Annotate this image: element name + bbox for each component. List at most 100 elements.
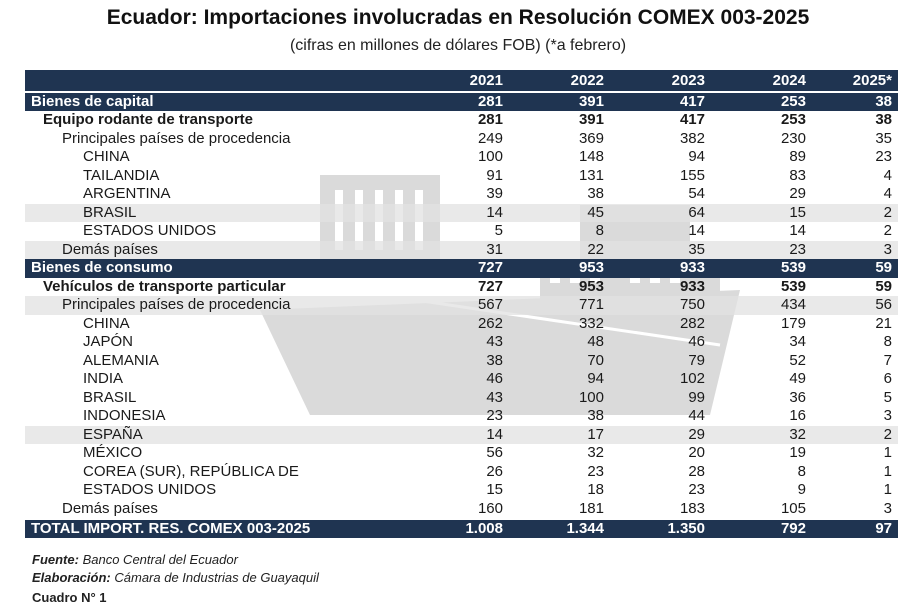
value-cell: 23 bbox=[875, 148, 892, 166]
value-cell: 20 bbox=[688, 444, 705, 462]
value-cell: 14 bbox=[408, 425, 509, 444]
value-cell: 17 bbox=[509, 425, 610, 444]
table-row: Principales países de procedencia 249 369 3… bbox=[25, 130, 898, 149]
header-label-cell bbox=[25, 70, 408, 93]
value-cell: 64 bbox=[610, 203, 711, 222]
value-cell: 105 bbox=[780, 499, 806, 517]
value-cell: 38 bbox=[587, 185, 604, 203]
value-cell: 100 bbox=[477, 148, 503, 166]
table-row: MÉXICO 56 32 20 19 1 bbox=[25, 444, 898, 463]
value-cell: 179 bbox=[780, 314, 806, 332]
value-cell: 99 bbox=[688, 388, 705, 406]
value-cell: 249 bbox=[477, 129, 503, 147]
value-cell: 38 bbox=[875, 111, 892, 129]
footnotes: Fuente: Banco Central del Ecuador Elabor… bbox=[32, 551, 319, 607]
row-label: ESPAÑA bbox=[25, 425, 408, 444]
value-cell: 391 bbox=[578, 111, 604, 129]
row-label: Bienes de consumo bbox=[25, 259, 408, 278]
row-label: ESTADOS UNIDOS bbox=[83, 222, 217, 240]
source-text: Banco Central del Ecuador bbox=[82, 552, 238, 567]
value-cell: 16 bbox=[789, 407, 806, 425]
value-cell: 14 bbox=[688, 222, 705, 240]
value-cell: 1 bbox=[883, 462, 892, 480]
value-cell: 7 bbox=[883, 351, 892, 369]
table-row: ARGENTINA 39 38 54 29 4 bbox=[25, 185, 898, 204]
value-cell: 32 bbox=[711, 425, 812, 444]
value-cell: 567 bbox=[408, 296, 509, 315]
value-cell: 181 bbox=[578, 499, 604, 517]
value-cell: 34 bbox=[789, 333, 806, 351]
page-subtitle: (cifras en millones de dólares FOB) (*a … bbox=[289, 37, 627, 54]
value-cell: 9 bbox=[797, 481, 806, 499]
row-label: BRASIL bbox=[83, 388, 137, 406]
table-row: Bienes de consumo 727 953 933 539 59 bbox=[25, 259, 898, 278]
value-cell: 15 bbox=[486, 481, 503, 499]
row-label: Vehículos de transporte particular bbox=[43, 277, 286, 295]
table-number: Cuadro N° 1 bbox=[32, 590, 107, 605]
value-cell: 750 bbox=[610, 296, 711, 315]
value-cell: 727 bbox=[408, 259, 509, 278]
table-row: ESTADOS UNIDOS 15 18 23 9 1 bbox=[25, 481, 898, 500]
table-row: ALEMANIA 38 70 79 52 7 bbox=[25, 352, 898, 371]
value-cell: 771 bbox=[509, 296, 610, 315]
value-cell: 1.350 bbox=[610, 517, 711, 538]
table-row: Vehículos de transporte particular 727 953… bbox=[25, 278, 898, 297]
value-cell: 38 bbox=[587, 407, 604, 425]
value-cell: 32 bbox=[587, 444, 604, 462]
value-cell: 91 bbox=[486, 166, 503, 184]
table-row: CHINA 262 332 282 179 21 bbox=[25, 315, 898, 334]
value-cell: 4 bbox=[883, 166, 892, 184]
row-label: ARGENTINA bbox=[83, 185, 171, 203]
value-cell: 183 bbox=[679, 499, 705, 517]
value-cell: 14 bbox=[408, 203, 509, 222]
value-cell: 391 bbox=[509, 92, 610, 111]
elaboration-text: Cámara de Industrias de Guayaquil bbox=[114, 570, 319, 585]
table-row: Principales países de procedencia 567 771 7… bbox=[25, 296, 898, 315]
value-cell: 933 bbox=[679, 277, 705, 295]
table-row: BRASIL 43 100 99 36 5 bbox=[25, 389, 898, 408]
row-label: COREA (SUR), REPÚBLICA DE bbox=[83, 462, 299, 480]
value-cell: 97 bbox=[812, 517, 898, 538]
row-label: MÉXICO bbox=[83, 444, 143, 462]
row-label: ALEMANIA bbox=[83, 351, 159, 369]
imports-table: 2021 2022 2023 2024 2025* Bienes de capi… bbox=[25, 70, 898, 538]
header-year: 2023 bbox=[610, 70, 711, 93]
table-row: BRASIL 14 45 64 15 2 bbox=[25, 203, 898, 222]
value-cell: 1.008 bbox=[408, 517, 509, 538]
value-cell: 100 bbox=[578, 388, 604, 406]
value-cell: 131 bbox=[578, 166, 604, 184]
value-cell: 6 bbox=[883, 370, 892, 388]
value-cell: 5 bbox=[883, 388, 892, 406]
value-cell: 417 bbox=[610, 92, 711, 111]
value-cell: 45 bbox=[509, 203, 610, 222]
table-row: CHINA 100 148 94 89 23 bbox=[25, 148, 898, 167]
value-cell: 49 bbox=[789, 370, 806, 388]
value-cell: 21 bbox=[875, 314, 892, 332]
value-cell: 56 bbox=[812, 296, 898, 315]
row-label: INDONESIA bbox=[83, 407, 166, 425]
value-cell: 94 bbox=[688, 148, 705, 166]
value-cell: 14 bbox=[789, 222, 806, 240]
value-cell: 46 bbox=[688, 333, 705, 351]
value-cell: 36 bbox=[789, 388, 806, 406]
value-cell: 953 bbox=[509, 259, 610, 278]
value-cell: 43 bbox=[486, 388, 503, 406]
value-cell: 28 bbox=[688, 462, 705, 480]
table-row: JAPÓN 43 48 46 34 8 bbox=[25, 333, 898, 352]
table-row: Bienes de capital 281 391 417 253 38 bbox=[25, 92, 898, 111]
row-label: INDIA bbox=[83, 370, 124, 388]
value-cell: 332 bbox=[578, 314, 604, 332]
row-label: Demás países bbox=[25, 240, 408, 259]
value-cell: 281 bbox=[477, 111, 503, 129]
header-year: 2021 bbox=[408, 70, 509, 93]
value-cell: 35 bbox=[875, 129, 892, 147]
value-cell: 230 bbox=[780, 129, 806, 147]
value-cell: 38 bbox=[812, 92, 898, 111]
row-label: TAILANDIA bbox=[83, 166, 160, 184]
row-label: JAPÓN bbox=[83, 333, 134, 351]
value-cell: 4 bbox=[883, 185, 892, 203]
value-cell: 79 bbox=[688, 351, 705, 369]
value-cell: 253 bbox=[780, 111, 806, 129]
elaboration-label: Elaboración: bbox=[32, 570, 111, 585]
header-year: 2022 bbox=[509, 70, 610, 93]
